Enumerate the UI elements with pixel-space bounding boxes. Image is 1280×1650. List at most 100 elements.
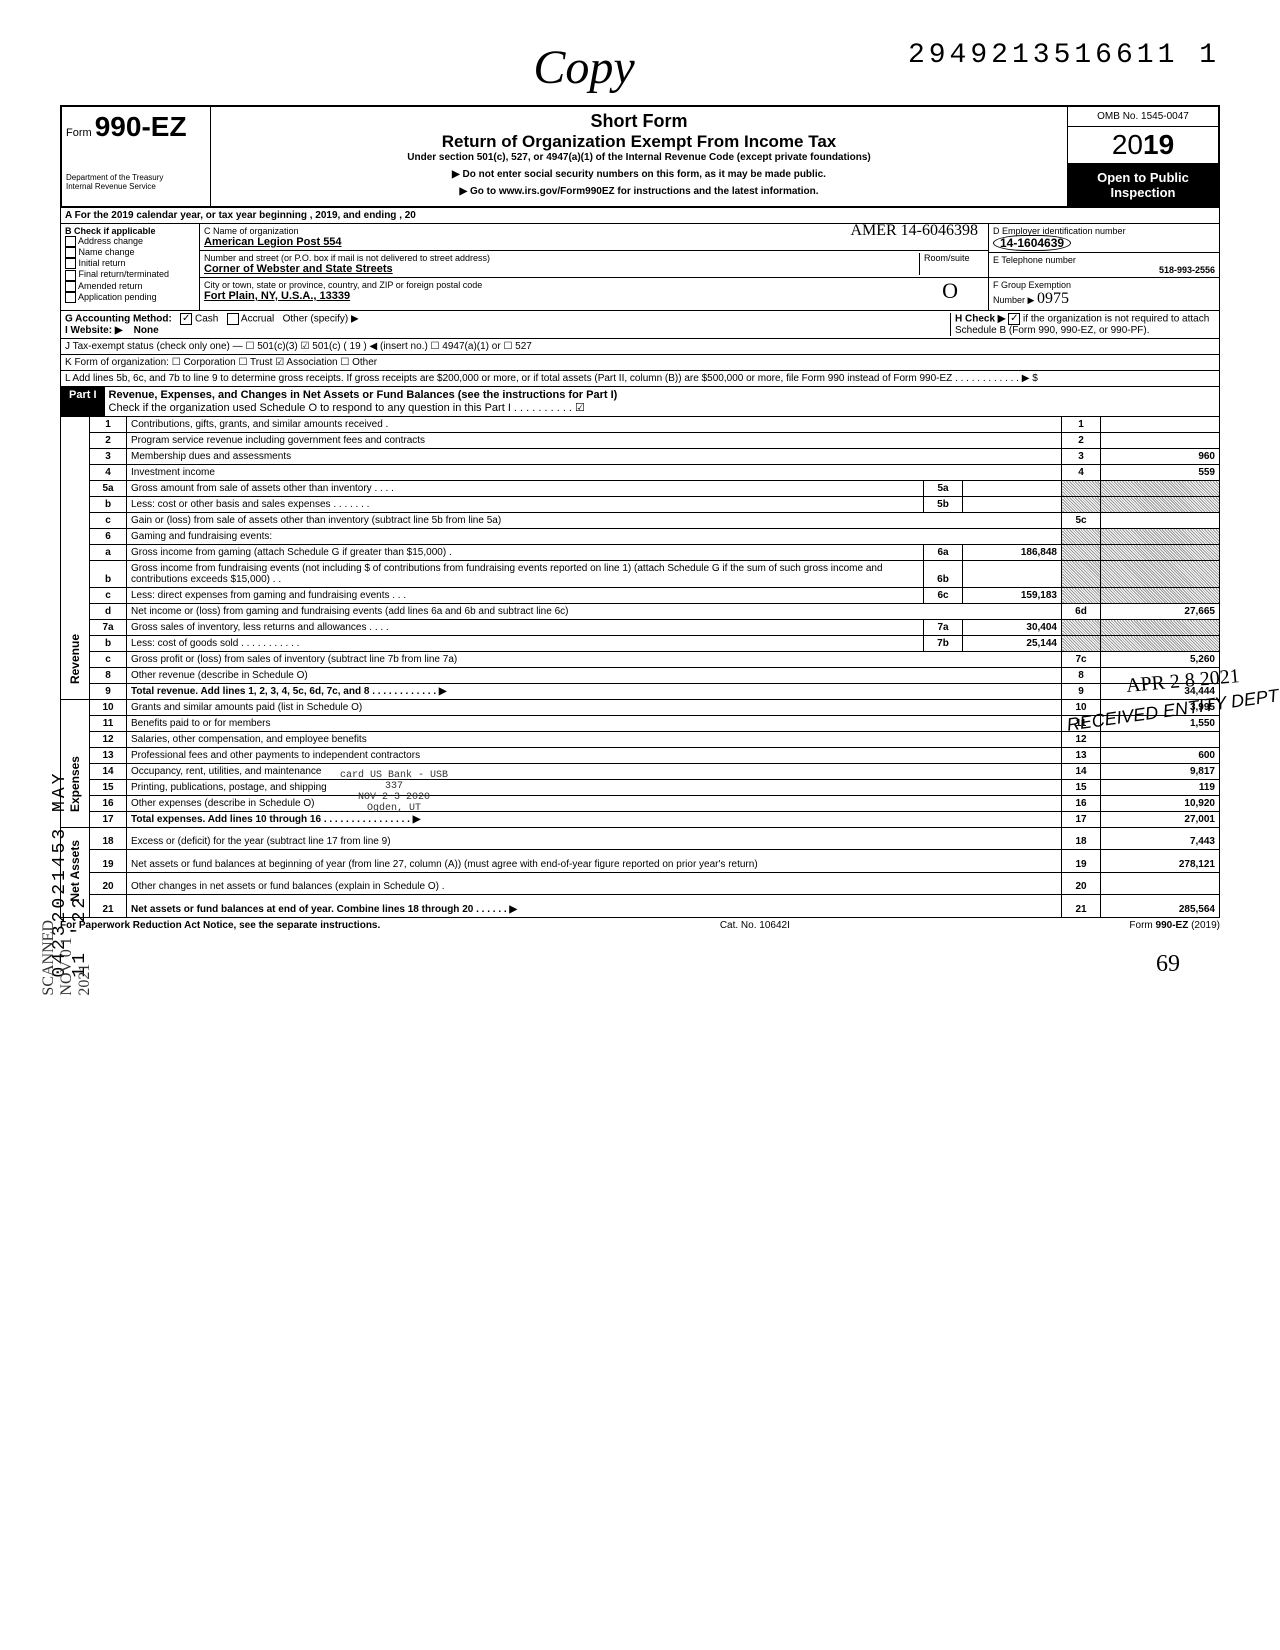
line-amt-18: 7,443	[1101, 828, 1220, 850]
mid-num-7b: 7b	[924, 636, 963, 652]
org-city: Fort Plain, NY, U.S.A., 13339	[204, 290, 350, 302]
line-desc-16: Other expenses (describe in Schedule O)	[127, 796, 1062, 812]
line-ref-5c: 5c	[1062, 513, 1101, 529]
col-c-label: C Name of organization	[204, 226, 299, 236]
mid-amt-6b	[963, 561, 1062, 588]
tax-year: 2019	[1068, 127, 1218, 164]
row-j-tax-exempt: J Tax-exempt status (check only one) — ☐…	[60, 339, 1220, 355]
line-ref-6d: 6d	[1062, 604, 1101, 620]
line-num-9: 9	[90, 684, 127, 700]
org-street: Corner of Webster and State Streets	[204, 263, 393, 275]
line-num-18: 18	[90, 828, 127, 850]
line-desc-4: Investment income	[127, 465, 1062, 481]
line-desc-12: Salaries, other compensation, and employ…	[127, 732, 1062, 748]
mid-amt-6a: 186,848	[963, 545, 1062, 561]
phone-value: 518-993-2556	[993, 265, 1215, 275]
chk-amended[interactable]: Amended return	[65, 281, 195, 292]
line-amt-19: 278,121	[1101, 850, 1220, 872]
open-to-public: Open to Public Inspection	[1068, 164, 1218, 206]
line-desc-9: Total revenue. Add lines 1, 2, 3, 4, 5c,…	[127, 684, 1062, 700]
line-desc-c: Less: direct expenses from gaming and fu…	[127, 588, 924, 604]
goto-url: ▶ Go to www.irs.gov/Form990EZ for instru…	[219, 186, 1059, 197]
line-num-6: 6	[90, 529, 127, 545]
line-amt-7c: 5,260	[1101, 652, 1220, 668]
line-ref-9: 9	[1062, 684, 1101, 700]
mid-num-5b: 5b	[924, 497, 963, 513]
line-num-b: b	[90, 497, 127, 513]
line-desc-21: Net assets or fund balances at end of ye…	[127, 895, 1062, 917]
line-ref-8: 8	[1062, 668, 1101, 684]
mid-amt-6c: 159,183	[963, 588, 1062, 604]
line-desc-6: Gaming and fundraising events:	[127, 529, 1062, 545]
form-title: Return of Organization Exempt From Incom…	[219, 132, 1059, 152]
accounting-method-label: G Accounting Method:	[65, 314, 172, 325]
line-num-8: 8	[90, 668, 127, 684]
row-a-tax-year: A For the 2019 calendar year, or tax yea…	[60, 208, 1220, 224]
line-desc-b: Less: cost or other basis and sales expe…	[127, 497, 924, 513]
line-amt-20	[1101, 872, 1220, 894]
line-num-13: 13	[90, 748, 127, 764]
line-desc-c: Gross profit or (loss) from sales of inv…	[127, 652, 1062, 668]
line-desc-a: Gross income from gaming (attach Schedul…	[127, 545, 924, 561]
line-amt-21: 285,564	[1101, 895, 1220, 917]
line-ref-4: 4	[1062, 465, 1101, 481]
line-amt-17: 27,001	[1101, 812, 1220, 828]
line-amt-4: 559	[1101, 465, 1220, 481]
chk-address-change[interactable]: Address change	[65, 236, 195, 247]
line-num-a: a	[90, 545, 127, 561]
line-ref-20: 20	[1062, 872, 1101, 894]
bank-stamp: card US Bank - USB 337 NOV 2 3 2020 Ogde…	[340, 770, 448, 814]
part-1-title: Revenue, Expenses, and Changes in Net As…	[109, 389, 1215, 401]
line-num-4: 4	[90, 465, 127, 481]
line-desc-18: Excess or (deficit) for the year (subtra…	[127, 828, 1062, 850]
footer-cat-no: Cat. No. 10642I	[720, 920, 790, 931]
line-desc-c: Gain or (loss) from sale of assets other…	[127, 513, 1062, 529]
part-1-label: Part I	[61, 387, 105, 416]
short-form-label: Short Form	[219, 111, 1059, 132]
line-desc-8: Other revenue (describe in Schedule O)	[127, 668, 1062, 684]
line-num-b: b	[90, 561, 127, 588]
chk-pending[interactable]: Application pending	[65, 292, 195, 303]
line-num-19: 19	[90, 850, 127, 872]
line-desc-b: Less: cost of goods sold . . . . . . . .…	[127, 636, 924, 652]
chk-name-change[interactable]: Name change	[65, 247, 195, 258]
line-amt-13: 600	[1101, 748, 1220, 764]
line-num-c: c	[90, 588, 127, 604]
line-num-12: 12	[90, 732, 127, 748]
chk-initial-return[interactable]: Initial return	[65, 258, 195, 269]
line-desc-11: Benefits paid to or for members	[127, 716, 1062, 732]
website-label: I Website: ▶	[65, 325, 123, 336]
line-num-b: b	[90, 636, 127, 652]
chk-cash[interactable]: ✓	[180, 313, 192, 325]
mid-num-6a: 6a	[924, 545, 963, 561]
city-label: City or town, state or province, country…	[204, 280, 482, 290]
footer-paperwork: For Paperwork Reduction Act Notice, see …	[60, 920, 380, 931]
line-num-10: 10	[90, 700, 127, 716]
chk-accrual[interactable]	[227, 313, 239, 325]
line-ref-3: 3	[1062, 449, 1101, 465]
line-desc-7a: Gross sales of inventory, less returns a…	[127, 620, 924, 636]
mid-amt-7a: 30,404	[963, 620, 1062, 636]
website-value: None	[134, 325, 159, 336]
line-ref-16: 16	[1062, 796, 1101, 812]
line-amt-16: 10,920	[1101, 796, 1220, 812]
line-ref-18: 18	[1062, 828, 1101, 850]
chk-final-return[interactable]: Final return/terminated	[65, 269, 195, 280]
line-desc-b: Gross income from fundraising events (no…	[127, 561, 924, 588]
line-num-3: 3	[90, 449, 127, 465]
mid-amt-5a	[963, 481, 1062, 497]
mid-amt-7b: 25,144	[963, 636, 1062, 652]
line-desc-15: Printing, publications, postage, and shi…	[127, 780, 1062, 796]
chk-schedule-b[interactable]: ✓	[1008, 313, 1020, 325]
line-num-1: 1	[90, 417, 127, 433]
line-num-15: 15	[90, 780, 127, 796]
section-revenue: Revenue	[61, 417, 90, 700]
footer-form-ref: Form 990-EZ (2019)	[1129, 920, 1220, 931]
line-desc-20: Other changes in net assets or fund bala…	[127, 872, 1062, 894]
line-desc-14: Occupancy, rent, utilities, and maintena…	[127, 764, 1062, 780]
room-suite-label: Room/suite	[919, 253, 984, 275]
form-number: Form 990-EZ	[66, 111, 206, 143]
line-amt-1	[1101, 417, 1220, 433]
line-num-2: 2	[90, 433, 127, 449]
department-label: Department of the Treasury Internal Reve…	[66, 173, 206, 191]
